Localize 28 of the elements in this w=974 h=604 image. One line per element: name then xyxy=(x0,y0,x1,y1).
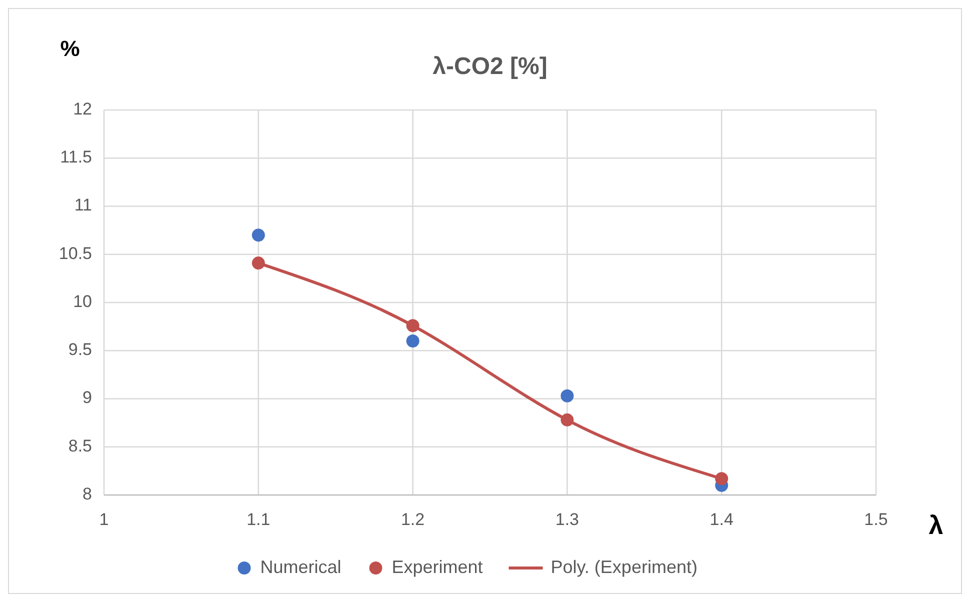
y-tick-label: 10 xyxy=(73,292,92,311)
point xyxy=(560,389,574,402)
x-tick-label: 1.2 xyxy=(400,510,425,529)
legend-label: Experiment xyxy=(392,556,483,577)
point xyxy=(252,256,265,270)
chart-title: λ-CO2 [%] xyxy=(432,53,548,80)
point xyxy=(560,413,574,426)
y-tick-label: 8 xyxy=(82,484,92,504)
y-tick-label: 10.5 xyxy=(58,244,92,263)
x-tick-label: 1.4 xyxy=(710,510,734,529)
x-tick-label: 1.5 xyxy=(864,510,888,529)
x-tick-label: 1.3 xyxy=(555,510,580,529)
y-tick-label: 11 xyxy=(74,196,92,215)
x-tick-label: 1.1 xyxy=(246,510,270,529)
y-tick-label: 9.5 xyxy=(68,340,92,360)
point xyxy=(715,472,728,486)
legend-label: Numerical xyxy=(260,556,342,577)
y-tick-label: 9 xyxy=(82,388,92,408)
y-tick-label: 8.5 xyxy=(68,436,92,456)
x-axis-title: λ xyxy=(928,510,944,540)
point xyxy=(406,319,420,332)
point xyxy=(252,228,265,242)
y-axis-title: % xyxy=(60,36,80,61)
y-tick-label: 12 xyxy=(73,99,92,118)
legend-label: Poly. (Experiment) xyxy=(550,556,698,577)
y-tick-label: 11.5 xyxy=(60,148,92,167)
point xyxy=(406,334,420,348)
x-tick-label: 1 xyxy=(99,510,109,529)
